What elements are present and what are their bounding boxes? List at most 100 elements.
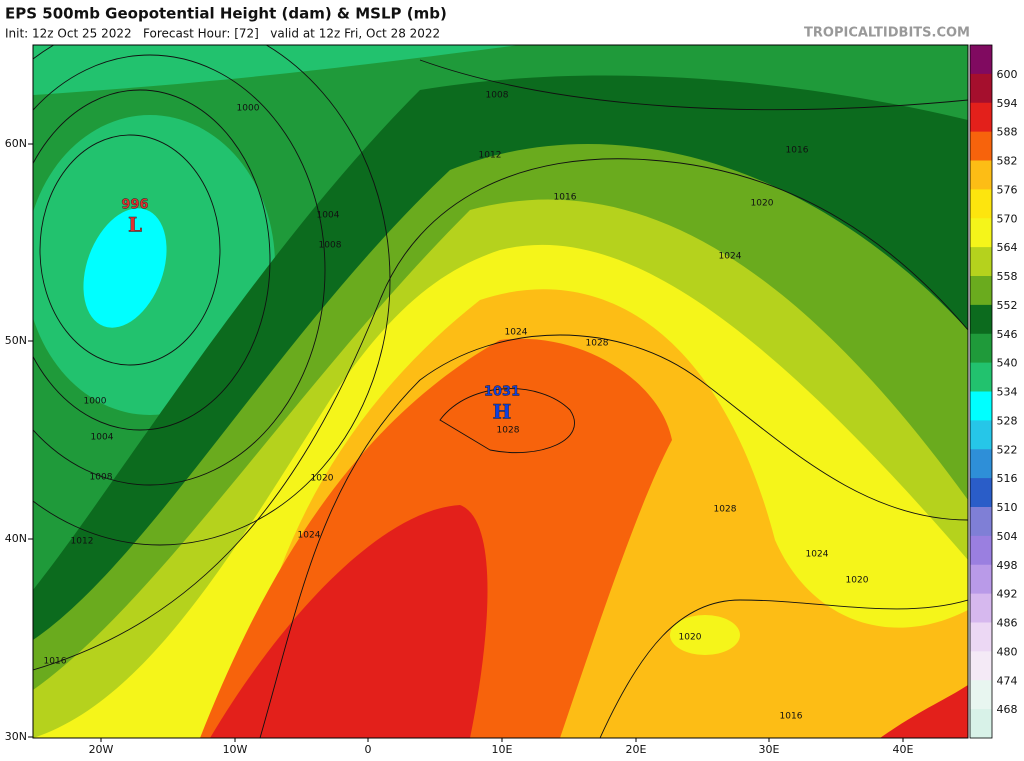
- colorbar-cell: [970, 564, 992, 595]
- latitude-label: 40N: [5, 532, 27, 545]
- map: [33, 45, 968, 738]
- colorbar-label: 516: [997, 472, 1018, 485]
- colorbar-label: 468: [997, 703, 1018, 716]
- colorbar-cell: [970, 333, 992, 364]
- colorbar-cell: [970, 622, 992, 652]
- colorbar-label: 558: [997, 270, 1018, 283]
- colorbar-label: 504: [997, 530, 1018, 543]
- longitude-label: 20E: [626, 743, 647, 756]
- contour-label: 1008: [319, 241, 342, 251]
- colorbar-cell: [970, 131, 992, 161]
- latitude-label: 60N: [5, 137, 27, 150]
- contour-label: 1012: [479, 151, 502, 161]
- isobars: [33, 45, 968, 738]
- contour-label: 1028: [497, 426, 520, 436]
- contour-label: 1024: [806, 550, 829, 560]
- colorbar-frame: [969, 44, 993, 739]
- colorbar-cell: [970, 102, 992, 133]
- colorbar-cell: [970, 478, 992, 508]
- longitude-label: 20W: [89, 743, 114, 756]
- colorbar-cell: [970, 420, 992, 450]
- contour-label: 1020: [751, 199, 774, 209]
- longitude-label: 40E: [893, 743, 914, 756]
- colorbar-label: 528: [997, 414, 1018, 427]
- contour-label: 1008: [90, 473, 113, 483]
- labels: 60N 50N 40N 30N 20W 10W 0 10E 20E 30E 40E 1000 1008 1…: [5, 91, 914, 757]
- isobar: [33, 158, 968, 671]
- isobar: [599, 599, 968, 738]
- colorbar-label: 480: [997, 645, 1018, 658]
- colorbar-label: 588: [997, 126, 1018, 139]
- colorbar-label: 594: [997, 97, 1018, 110]
- colorbar-label: 552: [997, 299, 1018, 312]
- isobar: [33, 45, 391, 546]
- colorbar-label: 582: [997, 155, 1018, 168]
- contour-label: 1024: [505, 328, 528, 338]
- isobar: [259, 334, 968, 738]
- center-symbol: H: [493, 400, 512, 424]
- colorbar-label: 570: [997, 212, 1018, 225]
- watermark: TROPICALTIDBITS.COM: [804, 26, 970, 41]
- contour-label: 1020: [846, 576, 869, 586]
- colorbar-cell: [970, 593, 992, 623]
- band-570-crete: [670, 615, 740, 655]
- colorbar-cell: [970, 449, 992, 479]
- colorbar-cell: [970, 247, 992, 277]
- subtitle: Init: 12z Oct 25 2022 Forecast Hour: [72…: [5, 27, 440, 41]
- colorbar: 600 594 588 582 576 570 564 558 552 546 540 534 528 5…: [969, 44, 1018, 739]
- isobar: [39, 134, 221, 366]
- contour-label: 1000: [237, 104, 260, 114]
- contour-label: 1008: [486, 91, 509, 101]
- colorbar-label: 546: [997, 328, 1018, 341]
- title: EPS 500mb Geopotential Height (dam) & MS…: [5, 5, 447, 23]
- center-value: 1031: [484, 385, 520, 400]
- band-588: [210, 505, 488, 738]
- isobar: [419, 59, 968, 111]
- center-value: 996: [121, 198, 148, 213]
- isobar: [439, 388, 575, 454]
- longitude-label: 30E: [759, 743, 780, 756]
- contour-label: 1020: [679, 633, 702, 643]
- colorbar-cell: [970, 73, 992, 104]
- contour-label: 1000: [84, 397, 107, 407]
- band-588-east: [880, 685, 968, 738]
- center-symbol: L: [128, 213, 142, 237]
- colorbar-label: 522: [997, 443, 1018, 456]
- colorbar-cell: [970, 362, 992, 392]
- colorbar-cell: [970, 507, 992, 537]
- latitude-label: 30N: [5, 730, 27, 743]
- isobar: [33, 54, 326, 486]
- colorbar-label: 540: [997, 357, 1018, 370]
- colorbar-cell: [970, 651, 992, 681]
- colorbar-label: 486: [997, 617, 1018, 630]
- contour-label: 1028: [586, 339, 609, 349]
- longitude-label: 10E: [492, 743, 513, 756]
- colorbar-label: 474: [997, 674, 1018, 687]
- colorbar-label: 600: [997, 68, 1018, 81]
- colorbar-cell: [970, 391, 992, 421]
- map-frame: [32, 44, 969, 739]
- latitude-label: 50N: [5, 334, 27, 347]
- colorbar-cell: [970, 276, 992, 306]
- colorbar-cell: [970, 680, 992, 710]
- isobar: [33, 89, 271, 431]
- contour-label: 1024: [719, 252, 742, 262]
- contour-label: 1024: [298, 531, 321, 541]
- colorbar-cell: [970, 189, 992, 219]
- colorbar-label: 534: [997, 386, 1018, 399]
- contour-label: 1004: [317, 211, 340, 221]
- contour-label: 1016: [780, 712, 803, 722]
- colorbar-cell: [970, 45, 992, 75]
- longitude-label: 10W: [223, 743, 248, 756]
- contour-label: 1016: [786, 146, 809, 156]
- contour-label: 1020: [311, 474, 334, 484]
- colorbar-cell: [970, 218, 992, 248]
- colorbar-cell: [970, 709, 992, 739]
- contour-label: 1012: [71, 537, 94, 547]
- colorbar-label: 498: [997, 559, 1018, 572]
- colorbar-label: 564: [997, 241, 1018, 254]
- band-534: [83, 208, 167, 328]
- colorbar-label: 510: [997, 501, 1018, 514]
- colorbar-cell: [970, 304, 992, 335]
